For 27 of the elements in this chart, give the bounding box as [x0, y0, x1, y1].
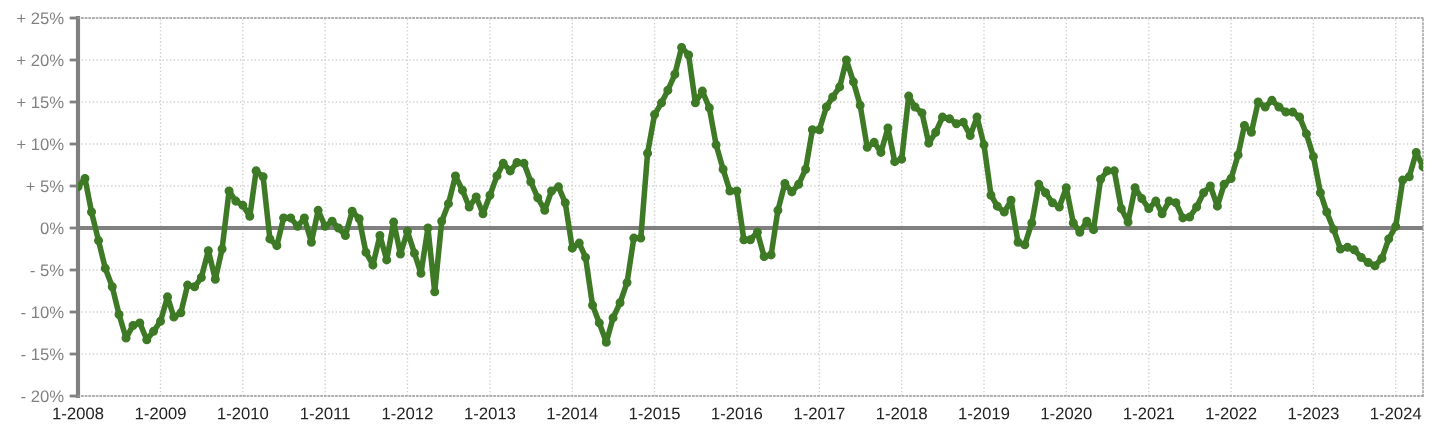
x-tick-label: 1-2014: [547, 407, 598, 420]
x-tick-label: 1-2013: [465, 407, 516, 420]
x-tick-label: 1-2024: [1371, 407, 1422, 420]
x-tick-label: 1-2017: [794, 407, 845, 420]
x-tick-label: 1-2021: [1124, 407, 1174, 420]
x-tick-label: 1-2009: [135, 407, 186, 420]
x-tick-label: 1-2011: [301, 407, 350, 420]
x-tick-label: 1-2010: [218, 407, 269, 420]
x-tick-label: 1-2018: [877, 407, 927, 420]
y-tick-label: + 15%: [17, 96, 64, 109]
x-tick-label: 1-2008: [53, 407, 104, 420]
y-tick-label: + 25%: [17, 12, 64, 25]
y-tick-label: - 10%: [21, 306, 64, 319]
y-tick-label: - 20%: [21, 390, 64, 403]
y-tick-label: - 5%: [30, 264, 64, 277]
y-tick-label: + 20%: [17, 54, 64, 67]
x-tick-label: 1-2012: [382, 407, 433, 420]
x-tick-label: 1-2016: [712, 407, 763, 420]
y-tick-label: 0%: [40, 222, 64, 235]
x-tick-label: 1-2020: [1041, 407, 1092, 420]
x-tick-label: 1-2015: [629, 407, 680, 420]
y-tick-label: - 15%: [21, 348, 64, 361]
x-tick-label: 1-2023: [1288, 407, 1339, 420]
x-tick-label: 1-2022: [1206, 407, 1257, 420]
y-tick-label: + 5%: [26, 180, 64, 193]
x-tick-label: 1-2019: [959, 407, 1010, 420]
y-tick-label: + 10%: [17, 138, 64, 151]
